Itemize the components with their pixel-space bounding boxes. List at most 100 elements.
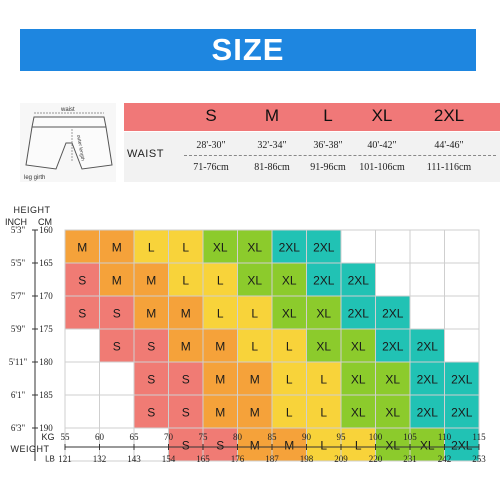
size-header-band (124, 103, 500, 131)
cell-size-label: S (182, 373, 190, 387)
grid-cell (237, 361, 273, 396)
banner-title: SIZE (211, 32, 285, 67)
y-tick-label-inch: 5'5" (11, 258, 26, 268)
cell-size-label: M (250, 439, 260, 453)
x-tick-label-lb: 143 (127, 454, 141, 464)
cell-size-label: 2XL (279, 241, 301, 255)
grid-cell (64, 262, 100, 297)
cell-size-label: XL (385, 406, 400, 420)
cell-size-label: XL (351, 406, 366, 420)
waist-cm-l: 91-96cm (310, 162, 346, 173)
grid-cell (340, 361, 376, 396)
cell-size-label: M (77, 241, 87, 255)
cell-size-label: S (182, 439, 190, 453)
x-tick-label-lb: 176 (231, 454, 245, 464)
cell-size-label: 2XL (313, 241, 335, 255)
x-tick-label-kg: 80 (233, 432, 243, 442)
grid-cell (64, 328, 100, 363)
cell-size-label: XL (316, 307, 331, 321)
grid-cell (306, 328, 342, 363)
diagram-waist-label: waist (60, 107, 75, 113)
x-axis-title: WEIGHT (11, 444, 50, 454)
cell-size-label: M (146, 307, 156, 321)
x-tick-label-kg: 75 (199, 432, 209, 442)
cell-size-label: M (146, 274, 156, 288)
cell-size-label: M (181, 340, 191, 354)
waist-cm-2xl: 111-116cm (426, 162, 472, 173)
cell-size-label: 2XL (451, 406, 473, 420)
x-tick-label-kg: 100 (369, 432, 383, 442)
size-label-xl: XL (371, 106, 393, 125)
grid-cell (409, 361, 445, 396)
grid-cell (202, 229, 238, 264)
size-label-2xl: 2XL (433, 106, 465, 125)
x-tick-label-lb: 187 (265, 454, 279, 464)
y-tick-label-inch: 6'3" (11, 423, 26, 433)
cell-size-label: M (215, 340, 225, 354)
x-tick-label-lb: 220 (369, 454, 383, 464)
grid-cell (375, 427, 411, 462)
y-tick-label-cm: 185 (39, 390, 53, 400)
grid-cell (99, 427, 135, 462)
cell-size-label: S (147, 340, 155, 354)
grid-cell (168, 427, 204, 462)
x-tick-label-lb: 165 (196, 454, 210, 464)
cell-size-label: XL (247, 241, 262, 255)
grid-cell (133, 427, 169, 462)
grid-cell (444, 295, 480, 330)
cell-size-label: 2XL (348, 274, 370, 288)
boxer-briefs-icon: waist outer length leg girth (24, 107, 113, 181)
cell-size-label: M (112, 241, 122, 255)
grid-cell (237, 328, 273, 363)
grid-cell (237, 427, 273, 462)
y-tick-label-cm: 160 (39, 225, 53, 235)
cell-size-label: XL (420, 439, 435, 453)
cell-size-label: M (215, 406, 225, 420)
cell-size-label: XL (316, 340, 331, 354)
cell-size-label: XL (282, 274, 297, 288)
cell-size-label: XL (351, 340, 366, 354)
cell-size-label: S (78, 307, 86, 321)
cell-size-label: L (148, 241, 155, 255)
diagram-girth-label: leg girth (24, 175, 45, 181)
grid-cell (375, 262, 411, 297)
cell-size-label: 2XL (451, 373, 473, 387)
x-axis-unit-kg: KG (41, 432, 54, 442)
size-label-s: S (205, 106, 217, 125)
x-tick-label-lb: 121 (58, 454, 72, 464)
grid-cell (340, 394, 376, 429)
y-axis-unit-cm: CM (38, 217, 52, 227)
grid-cell (237, 394, 273, 429)
x-tick-label-kg: 110 (438, 432, 452, 442)
grid-cell (64, 361, 100, 396)
cell-size-label: L (217, 307, 224, 321)
grid-cell (99, 262, 135, 297)
x-tick-label-kg: 65 (130, 432, 140, 442)
grid-cell (306, 295, 342, 330)
grid-cell (271, 262, 307, 297)
x-tick-label-lb: 231 (403, 454, 417, 464)
size-label-l: L (323, 106, 333, 125)
x-tick-label-lb: 209 (334, 454, 348, 464)
grid-cell (99, 328, 135, 363)
grid-cell (444, 427, 480, 462)
cell-size-label: M (250, 373, 260, 387)
grid-cell (271, 328, 307, 363)
grid-cell (133, 394, 169, 429)
cell-size-label: 2XL (417, 406, 439, 420)
cell-size-label: XL (247, 274, 262, 288)
cell-size-label: S (147, 373, 155, 387)
y-axis-unit-inch: INCH (5, 217, 27, 227)
grid-cell (444, 361, 480, 396)
cell-size-label: S (78, 274, 86, 288)
x-tick-label-lb: 253 (472, 454, 486, 464)
waist-row-label: WAIST (127, 148, 164, 160)
cell-size-label: L (320, 406, 327, 420)
grid-cell (409, 262, 445, 297)
y-tick-label-cm: 190 (39, 423, 53, 433)
y-tick-label-cm: 170 (39, 291, 53, 301)
cell-size-label: L (320, 439, 327, 453)
cell-size-label: M (112, 274, 122, 288)
y-axis-title: HEIGHT (13, 205, 50, 215)
cell-size-label: 2XL (417, 340, 439, 354)
